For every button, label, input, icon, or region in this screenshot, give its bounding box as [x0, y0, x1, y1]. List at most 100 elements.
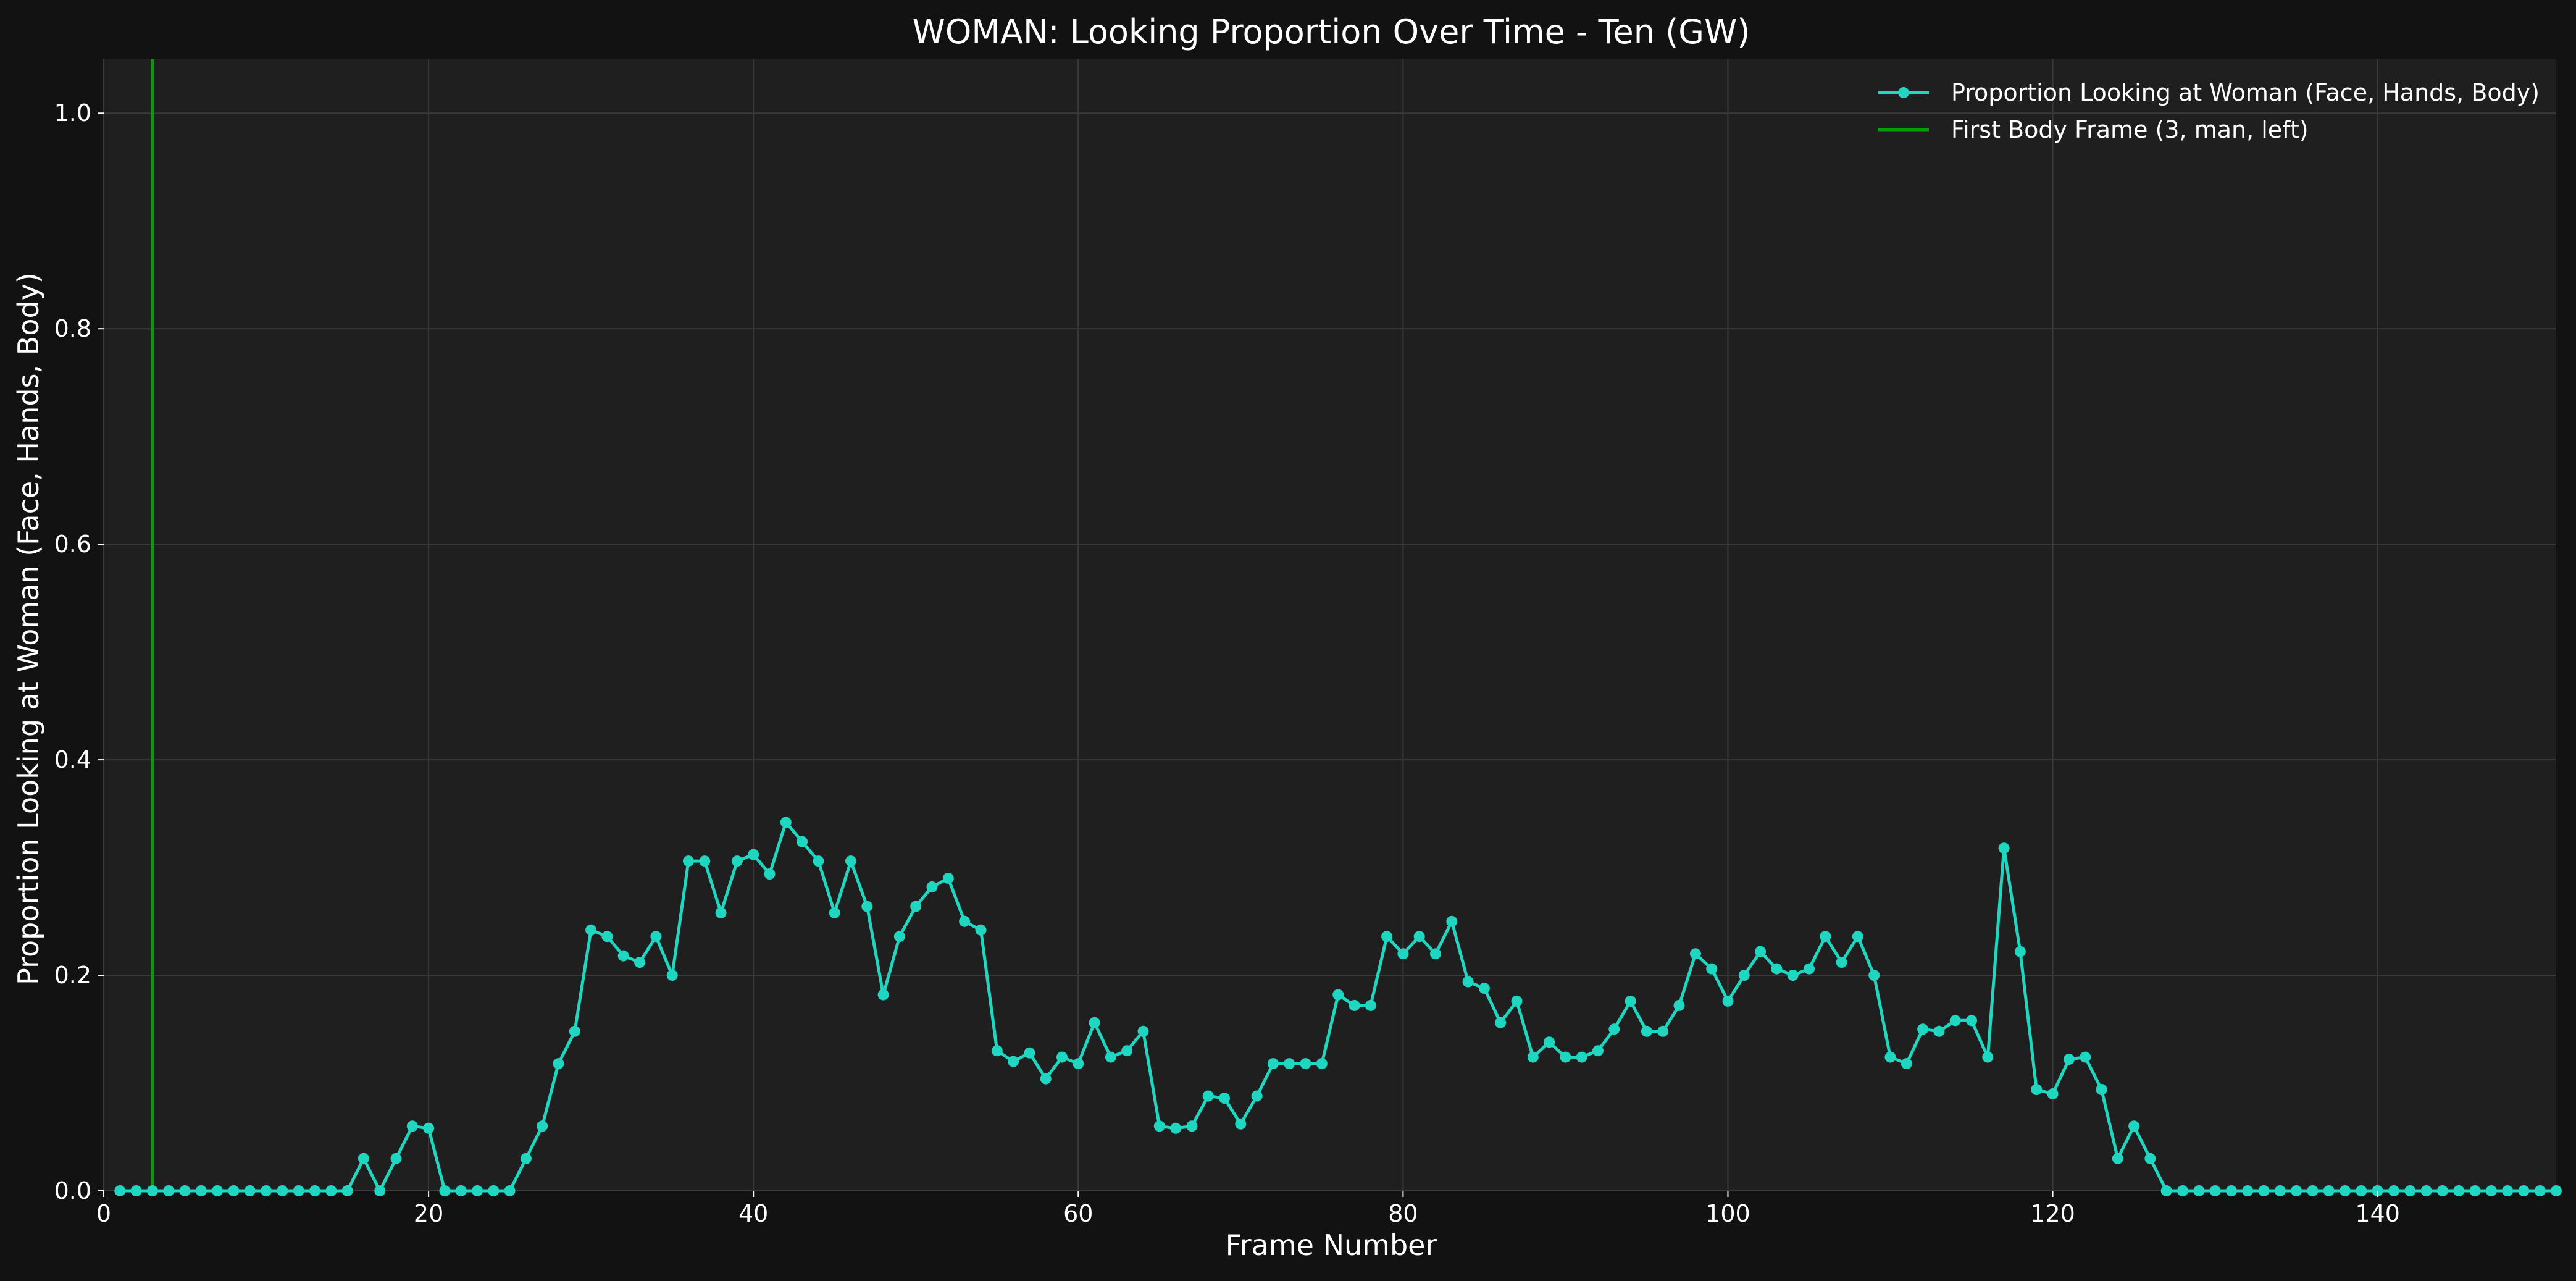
data-point	[1202, 1090, 1214, 1102]
data-point	[1073, 1058, 1084, 1070]
data-point	[2274, 1185, 2286, 1196]
data-point	[926, 881, 938, 892]
data-point	[699, 855, 711, 867]
data-point	[2453, 1185, 2465, 1196]
x-tick-label: 120	[2030, 1200, 2075, 1227]
data-point	[666, 970, 678, 981]
data-point	[2534, 1185, 2546, 1196]
data-point	[1170, 1122, 1182, 1134]
data-point	[2128, 1120, 2140, 1132]
data-point	[1884, 1051, 1896, 1063]
data-point	[942, 873, 954, 884]
data-point	[991, 1045, 1003, 1057]
x-tick-label: 0	[96, 1200, 111, 1227]
data-point	[617, 950, 629, 962]
data-point	[2420, 1185, 2432, 1196]
data-point	[293, 1185, 304, 1196]
data-point	[683, 855, 694, 867]
data-point	[309, 1185, 320, 1196]
data-point	[2096, 1084, 2107, 1095]
data-point	[715, 907, 727, 918]
data-point	[277, 1185, 288, 1196]
data-point	[1673, 999, 1685, 1011]
data-point	[748, 849, 759, 860]
y-tick-label: 0.2	[54, 962, 91, 989]
plot-area	[104, 59, 2556, 1191]
data-point	[2193, 1185, 2205, 1196]
data-point	[2323, 1185, 2335, 1196]
data-point	[390, 1153, 402, 1164]
data-point	[341, 1185, 353, 1196]
y-axis-label: Proportion Looking at Woman (Face, Hands…	[12, 272, 45, 985]
data-point	[1982, 1051, 1994, 1063]
data-point	[244, 1185, 256, 1196]
legend-series-marker	[1898, 87, 1909, 98]
data-point	[2242, 1185, 2254, 1196]
data-point	[1267, 1058, 1279, 1070]
data-point	[1576, 1051, 1587, 1063]
data-point	[1121, 1045, 1133, 1057]
data-point	[1024, 1047, 1035, 1059]
legend-vline-label: First Body Frame (3, man, left)	[1951, 116, 2309, 143]
data-point	[537, 1120, 548, 1132]
x-tick-label: 80	[1388, 1200, 1418, 1227]
data-point	[780, 817, 792, 828]
data-point	[1771, 963, 1783, 975]
data-point	[488, 1185, 500, 1196]
y-tick-label: 1.0	[54, 99, 91, 127]
data-point	[504, 1185, 516, 1196]
data-point	[114, 1185, 126, 1196]
data-point	[2144, 1153, 2156, 1164]
series-layer	[114, 817, 2562, 1196]
data-point	[2063, 1054, 2075, 1065]
data-point	[455, 1185, 467, 1196]
legend-series-label: Proportion Looking at Woman (Face, Hands…	[1951, 79, 2540, 106]
data-point	[601, 931, 613, 943]
y-tick-label: 0.4	[54, 746, 91, 773]
data-point	[1852, 931, 1863, 943]
x-tick-label: 140	[2355, 1200, 2400, 1227]
data-point	[1186, 1120, 1198, 1132]
data-point	[212, 1185, 224, 1196]
data-point	[1998, 842, 2010, 854]
data-point	[325, 1185, 337, 1196]
data-point	[1235, 1118, 1247, 1130]
axes: 0 20 40 60 80 100 120 140 0.0 0.2 0.4 0.6 0.8 1.0	[54, 99, 2400, 1227]
data-point	[1901, 1058, 1912, 1070]
data-point	[1251, 1090, 1263, 1102]
data-point	[877, 989, 889, 1001]
data-point	[2080, 1051, 2091, 1063]
data-point	[650, 931, 662, 943]
data-point	[195, 1185, 207, 1196]
data-point	[2502, 1185, 2514, 1196]
data-point	[861, 901, 873, 912]
data-point	[2177, 1185, 2188, 1196]
data-point	[2469, 1185, 2481, 1196]
data-point	[2518, 1185, 2530, 1196]
data-point	[1625, 995, 1636, 1007]
data-point	[893, 931, 905, 943]
data-point	[1527, 1051, 1539, 1063]
x-tick-label: 100	[1705, 1200, 1750, 1227]
data-point	[1137, 1025, 1149, 1037]
data-point	[1381, 931, 1393, 943]
chart-title: WOMAN: Looking Proportion Over Time - Te…	[913, 12, 1750, 51]
data-point	[1722, 995, 1734, 1007]
x-tick-label: 20	[414, 1200, 443, 1227]
data-point	[1332, 989, 1344, 1001]
data-point	[1592, 1045, 1604, 1057]
data-point	[1446, 915, 1458, 927]
data-point	[2047, 1088, 2059, 1099]
x-tick-label: 60	[1063, 1200, 1093, 1227]
data-point	[1365, 999, 1376, 1011]
data-point	[1478, 983, 1490, 994]
data-point	[2404, 1185, 2416, 1196]
data-point	[1820, 931, 1831, 943]
data-point	[1462, 976, 1474, 988]
data-point	[1040, 1073, 1052, 1085]
data-point	[179, 1185, 191, 1196]
data-point	[2551, 1185, 2562, 1196]
y-tick-label: 0.6	[54, 531, 91, 558]
data-point	[2225, 1185, 2237, 1196]
